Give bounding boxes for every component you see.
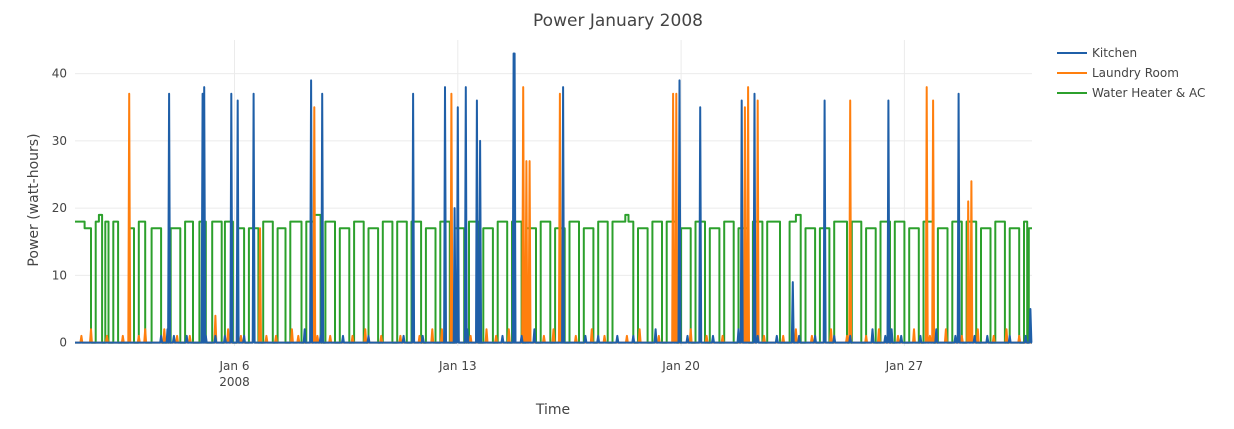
x-tick-label: Jan 20: [661, 359, 700, 373]
legend-label: Kitchen: [1092, 46, 1137, 60]
y-tick-label: 30: [52, 134, 67, 148]
x-tick-label: Jan 13: [438, 359, 477, 373]
y-tick-label: 20: [52, 201, 67, 215]
y-axis-ticks: 0 10 20 30 40: [52, 67, 67, 350]
chart-title: Power January 2008: [533, 11, 703, 31]
x-axis-title: Time: [535, 402, 570, 418]
legend-label: Laundry Room: [1092, 66, 1179, 80]
legend[interactable]: Kitchen Laundry Room Water Heater & AC: [1057, 46, 1205, 100]
x-tick-label: Jan 6: [219, 359, 250, 373]
x-tick-sublabel: 2008: [219, 375, 250, 389]
y-tick-label: 40: [52, 67, 67, 81]
series-line-kitchen: [75, 52, 1033, 344]
legend-item-kitchen[interactable]: Kitchen: [1057, 46, 1137, 60]
x-tick-label: Jan 27: [885, 359, 924, 373]
y-tick-label: 10: [52, 268, 67, 282]
y-tick-label: 0: [59, 336, 67, 350]
legend-item-water-heater-ac[interactable]: Water Heater & AC: [1057, 86, 1205, 100]
series-lines: [75, 52, 1033, 344]
series-line-laundry-room: [75, 86, 1032, 344]
legend-label: Water Heater & AC: [1092, 86, 1205, 100]
x-axis-ticks: Jan 6 2008 Jan 13 Jan 20 Jan 27: [219, 359, 924, 389]
legend-item-laundry-room[interactable]: Laundry Room: [1057, 66, 1179, 80]
y-axis-title: Power (watt-hours): [26, 133, 42, 266]
